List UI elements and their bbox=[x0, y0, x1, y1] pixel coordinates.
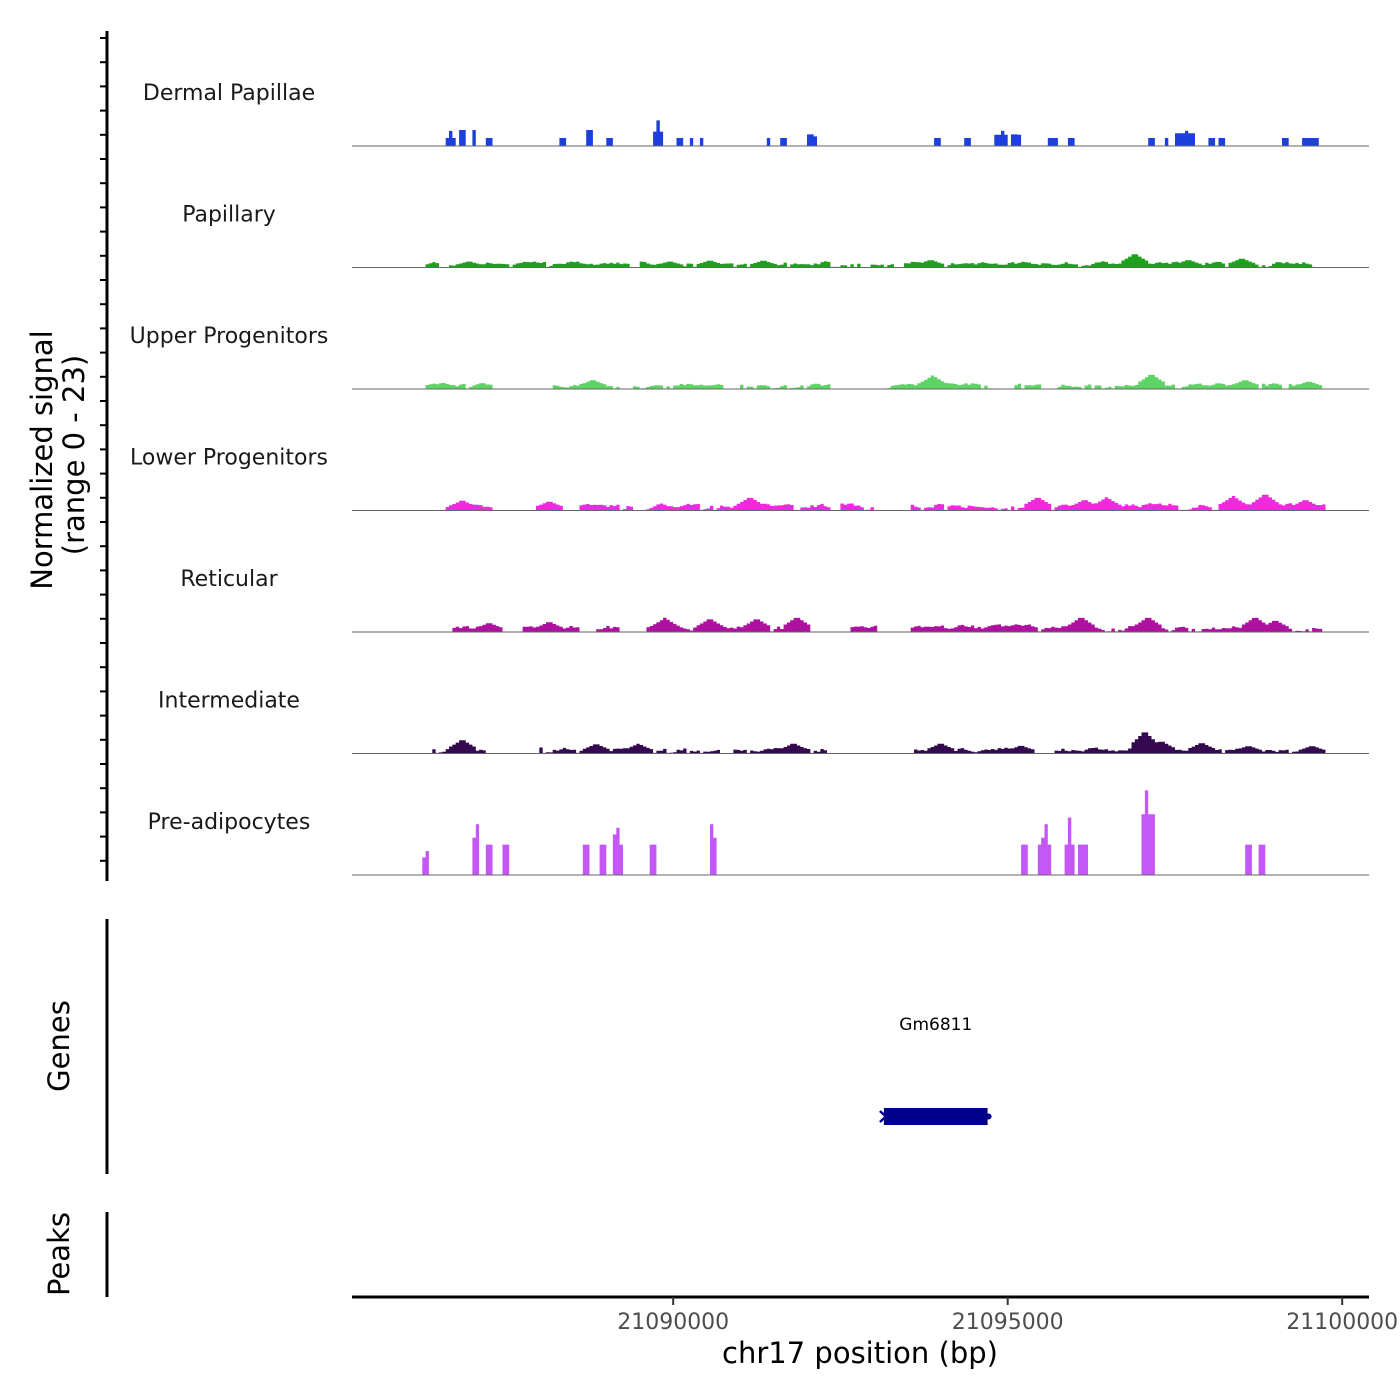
gene-strand-arrow bbox=[879, 1110, 888, 1123]
track-label: Lower Progenitors bbox=[130, 446, 328, 471]
track-label: Reticular bbox=[180, 567, 278, 592]
coverage-tracks: Dermal Papillae Papillary Upper Progenitor… bbox=[130, 81, 1369, 876]
x-axis-title: chr17 position (bp) bbox=[722, 1336, 998, 1370]
peaks-panel-title: Peaks bbox=[42, 1212, 76, 1296]
track-label: Dermal Papillae bbox=[143, 81, 315, 106]
track-label: Intermediate bbox=[158, 689, 300, 714]
gene-gm6811: Gm6811 bbox=[879, 1015, 992, 1125]
x-axis-ticks: 21090000 21095000 21100000 bbox=[617, 1297, 1398, 1335]
x-tick-label: 21100000 bbox=[1286, 1310, 1398, 1335]
track-lower-progenitors: Lower Progenitors bbox=[130, 446, 1369, 511]
track-dermal-papillae: Dermal Papillae bbox=[143, 81, 1369, 147]
signal-area-intermediate bbox=[432, 732, 1326, 754]
gene-body bbox=[883, 1108, 988, 1125]
track-label: Pre-adipocytes bbox=[148, 810, 311, 835]
genes-panel-title: Genes bbox=[42, 1000, 76, 1092]
y-axis-title-line-2: (range 0 - 23) bbox=[57, 355, 91, 555]
signal-area-reticular bbox=[452, 617, 1323, 632]
track-pre-adipocytes: Pre-adipocytes bbox=[148, 790, 1369, 876]
track-papillary: Papillary bbox=[182, 203, 1369, 268]
signal-area-upper-progenitors bbox=[425, 374, 1323, 389]
genes-panel: Genes Gm6811 bbox=[42, 919, 992, 1174]
peaks-panel: Peaks bbox=[42, 1212, 109, 1297]
x-tick-label: 21095000 bbox=[952, 1310, 1064, 1335]
gene-models: Gm6811 bbox=[879, 1015, 992, 1125]
track-intermediate: Intermediate bbox=[158, 689, 1369, 754]
track-reticular: Reticular bbox=[180, 567, 1369, 633]
y-axis-title-line-1: Normalized signal bbox=[25, 330, 59, 589]
signal-axis bbox=[100, 31, 109, 881]
track-label: Upper Progenitors bbox=[130, 324, 329, 349]
gene-label: Gm6811 bbox=[899, 1015, 972, 1035]
signal-area-pre-adipocytes bbox=[422, 790, 1266, 875]
x-tick-label: 21090000 bbox=[617, 1310, 729, 1335]
track-label: Papillary bbox=[182, 203, 276, 228]
signal-area-lower-progenitors bbox=[439, 494, 1326, 511]
x-axis: 21090000 21095000 21100000 chr17 position … bbox=[352, 1295, 1398, 1370]
signal-area-dermal-papillae bbox=[445, 120, 1319, 146]
signal-area-papillary bbox=[425, 254, 1316, 268]
gene-end-marker bbox=[985, 1113, 992, 1120]
track-upper-progenitors: Upper Progenitors bbox=[130, 324, 1369, 390]
